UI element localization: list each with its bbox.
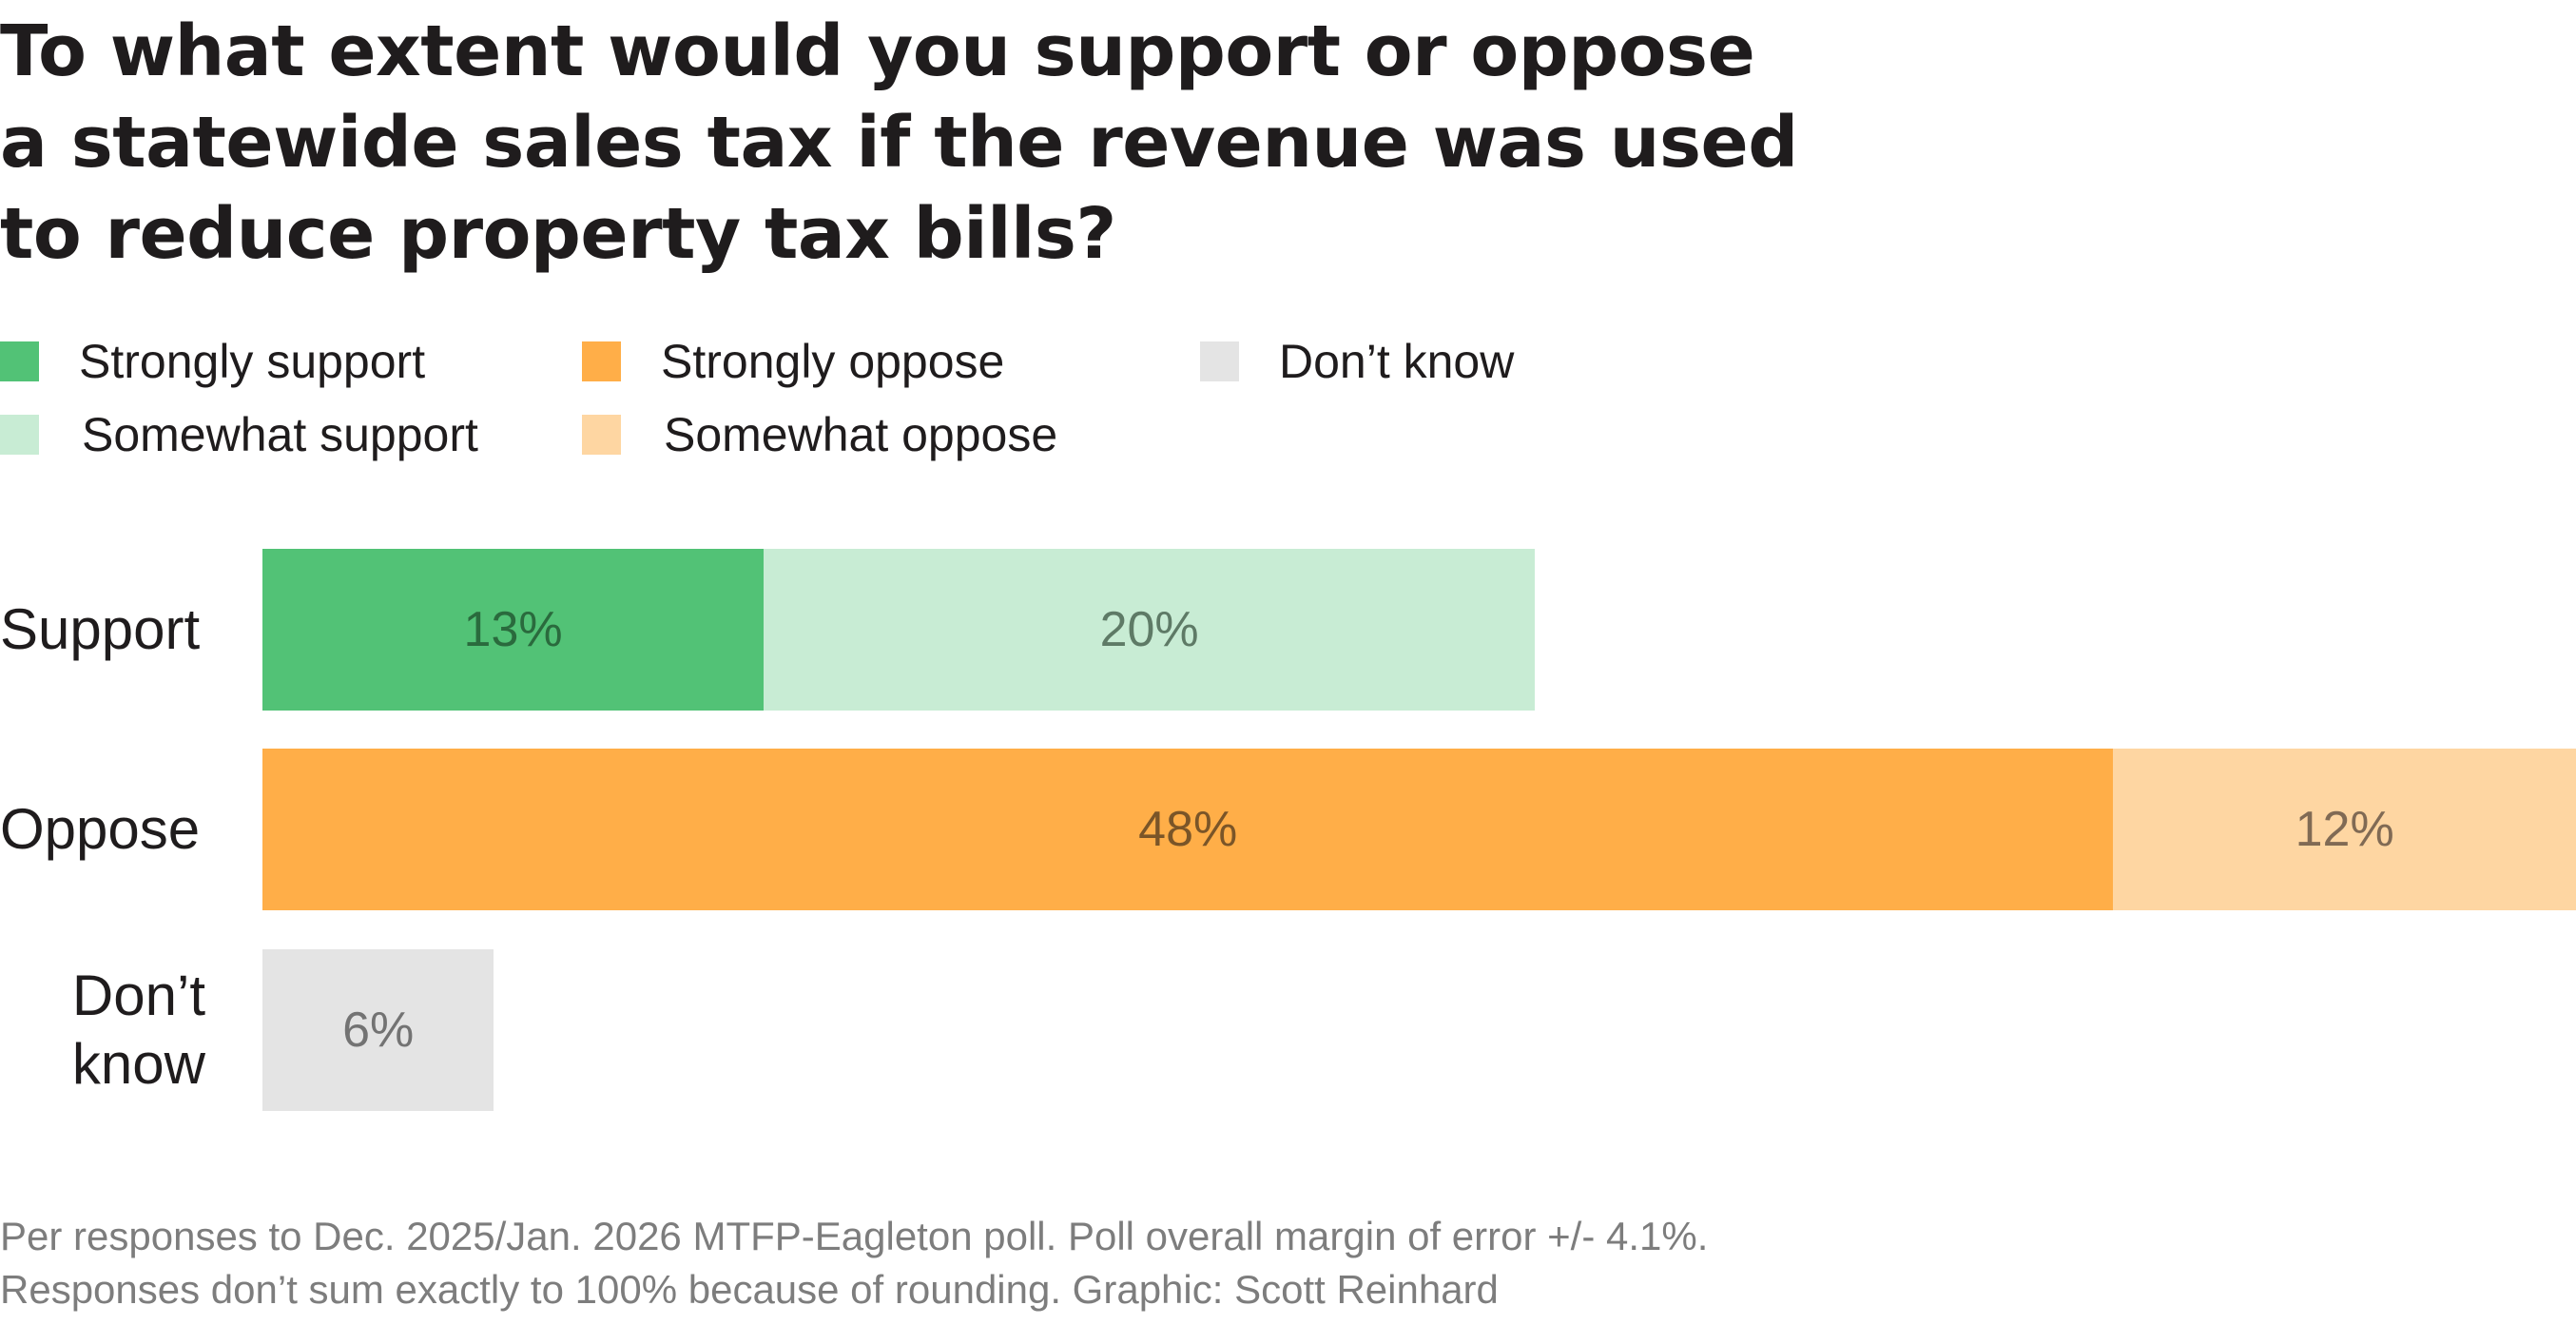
bar-segment-strongly-oppose: 48% xyxy=(262,749,2114,910)
category-label: Support xyxy=(0,595,209,664)
legend-swatch xyxy=(1200,341,1239,381)
legend-swatch xyxy=(582,415,621,455)
category-label: Oppose xyxy=(0,795,209,864)
data-label: 48% xyxy=(1138,802,1238,857)
data-label: 12% xyxy=(2295,802,2394,857)
legend-item-somewhat-oppose: Somewhat oppose xyxy=(582,407,1057,462)
bar-segment-somewhat-oppose: 12% xyxy=(2113,749,2576,910)
bar-segment-don-t-know: 6% xyxy=(262,949,494,1111)
legend-item-strongly-support: Strongly support xyxy=(0,334,425,389)
footnote-line-2: Responses don’t sum exactly to 100% beca… xyxy=(0,1267,1499,1312)
chart-title-line: a statewide sales tax if the revenue was… xyxy=(0,102,1798,184)
category-label-line: Oppose xyxy=(0,797,201,861)
category-label-line: Support xyxy=(0,597,201,661)
bar-segment-somewhat-support: 20% xyxy=(764,549,1536,711)
legend-item-somewhat-support: Somewhat support xyxy=(0,407,478,462)
data-label: 20% xyxy=(1099,602,1199,657)
bar-segment-strongly-support: 13% xyxy=(262,549,765,711)
legend-swatch xyxy=(0,341,39,381)
legend-swatch xyxy=(582,341,621,381)
legend-item-dont-know: Don’t know xyxy=(1200,334,1514,389)
footnote-line-1: Per responses to Dec. 2025/Jan. 2026 MTF… xyxy=(0,1214,1709,1258)
chart-title-line: to reduce property tax bills? xyxy=(0,193,1116,275)
legend-label: Don’t know xyxy=(1279,335,1515,388)
category-label: Don’t know xyxy=(0,962,205,1099)
legend-label: Somewhat support xyxy=(82,408,478,461)
legend-label: Strongly support xyxy=(79,335,426,388)
legend-item-strongly-oppose: Strongly oppose xyxy=(582,334,1004,389)
legend-swatch xyxy=(0,415,39,455)
data-label: 13% xyxy=(463,602,563,657)
chart-title: To what extent would you support or oppo… xyxy=(0,6,1902,280)
data-label: 6% xyxy=(342,1003,415,1058)
legend-label: Strongly oppose xyxy=(661,335,1005,388)
chart-title-line: To what extent would you support or oppo… xyxy=(0,10,1755,92)
category-label-line: Don’t xyxy=(71,964,205,1027)
legend-label: Somewhat oppose xyxy=(664,408,1058,461)
category-label-line: know xyxy=(71,1032,205,1096)
